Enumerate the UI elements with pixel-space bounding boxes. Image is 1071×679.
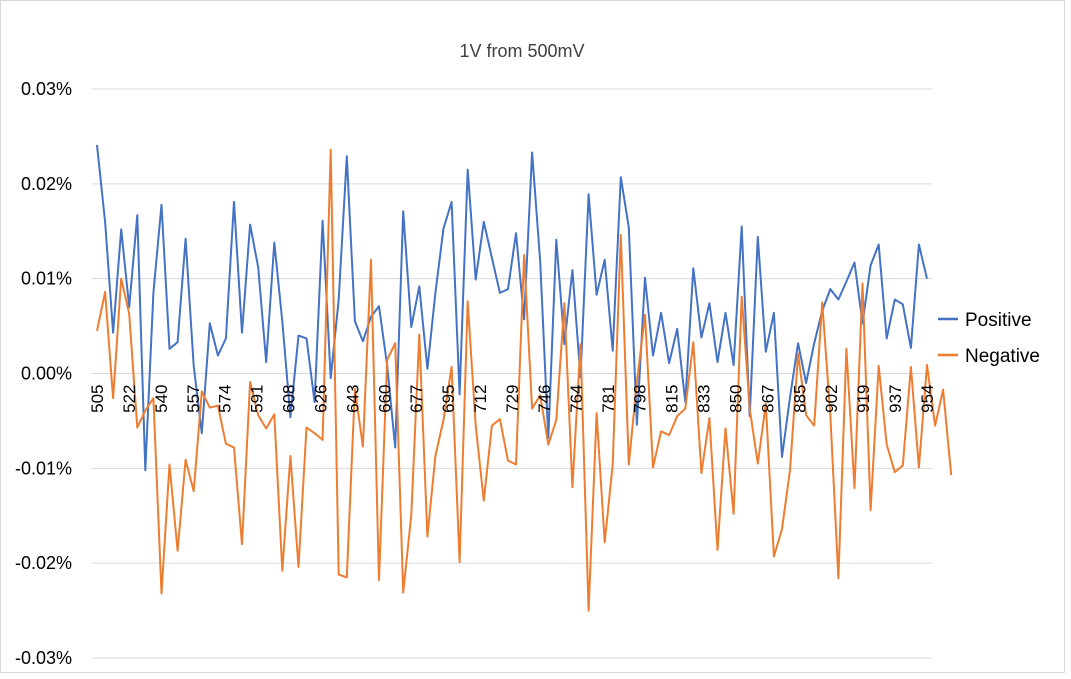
- x-tick-label: 954: [918, 385, 937, 413]
- x-tick-label: 850: [726, 385, 745, 413]
- series-line-negative: [96, 148, 953, 612]
- x-tick-label: 522: [120, 385, 139, 413]
- x-tick-label: 712: [471, 384, 490, 412]
- y-tick-label: 0.03%: [21, 79, 72, 99]
- y-tick-label: 0.02%: [21, 174, 72, 194]
- x-tick-label: 764: [567, 385, 586, 413]
- y-tick-label: -0.02%: [15, 553, 72, 573]
- series-line-positive: [96, 144, 928, 472]
- x-tick-label: 540: [152, 385, 171, 413]
- x-tick-label: 643: [343, 385, 362, 413]
- x-tick-label: 902: [822, 385, 841, 413]
- x-tick-label: 626: [311, 385, 330, 413]
- gridlines: [92, 88, 932, 659]
- x-tick-label: 729: [503, 385, 522, 413]
- legend: Positive Negative: [938, 310, 1040, 367]
- x-tick-label: 677: [407, 385, 426, 413]
- y-axis-labels: 0.03% 0.02% 0.01% 0.00% -0.01% -0.02% -0.03%: [15, 79, 72, 668]
- series-lines: [96, 144, 953, 612]
- x-axis-labels: 505 522 540 557 574 591 608 626 643 660 677 695 712 7…: [88, 384, 937, 412]
- x-tick-label: 798: [631, 385, 650, 413]
- x-tick-label: 885: [790, 385, 809, 413]
- y-tick-label: 0.00%: [21, 364, 72, 384]
- y-tick-label: -0.01%: [15, 458, 72, 478]
- x-tick-label: 695: [439, 385, 458, 413]
- x-tick-label: 815: [663, 385, 682, 413]
- x-tick-label: 660: [375, 385, 394, 413]
- x-tick-label: 781: [599, 385, 618, 413]
- x-tick-label: 867: [758, 385, 777, 413]
- legend-label-positive: Positive: [965, 310, 1032, 331]
- x-tick-label: 574: [216, 385, 235, 413]
- x-tick-label: 557: [184, 385, 203, 413]
- x-tick-label: 608: [280, 385, 299, 413]
- x-tick-label: 937: [886, 385, 905, 413]
- x-tick-label: 746: [535, 385, 554, 413]
- x-tick-label: 833: [695, 385, 714, 413]
- x-tick-label: 919: [854, 385, 873, 413]
- y-tick-label: 0.01%: [21, 269, 72, 289]
- x-tick-label: 505: [88, 385, 107, 413]
- y-tick-label: -0.03%: [15, 648, 72, 668]
- x-tick-label: 591: [248, 385, 267, 413]
- chart-title: 1V from 500mV: [459, 41, 584, 61]
- legend-label-negative: Negative: [965, 346, 1040, 367]
